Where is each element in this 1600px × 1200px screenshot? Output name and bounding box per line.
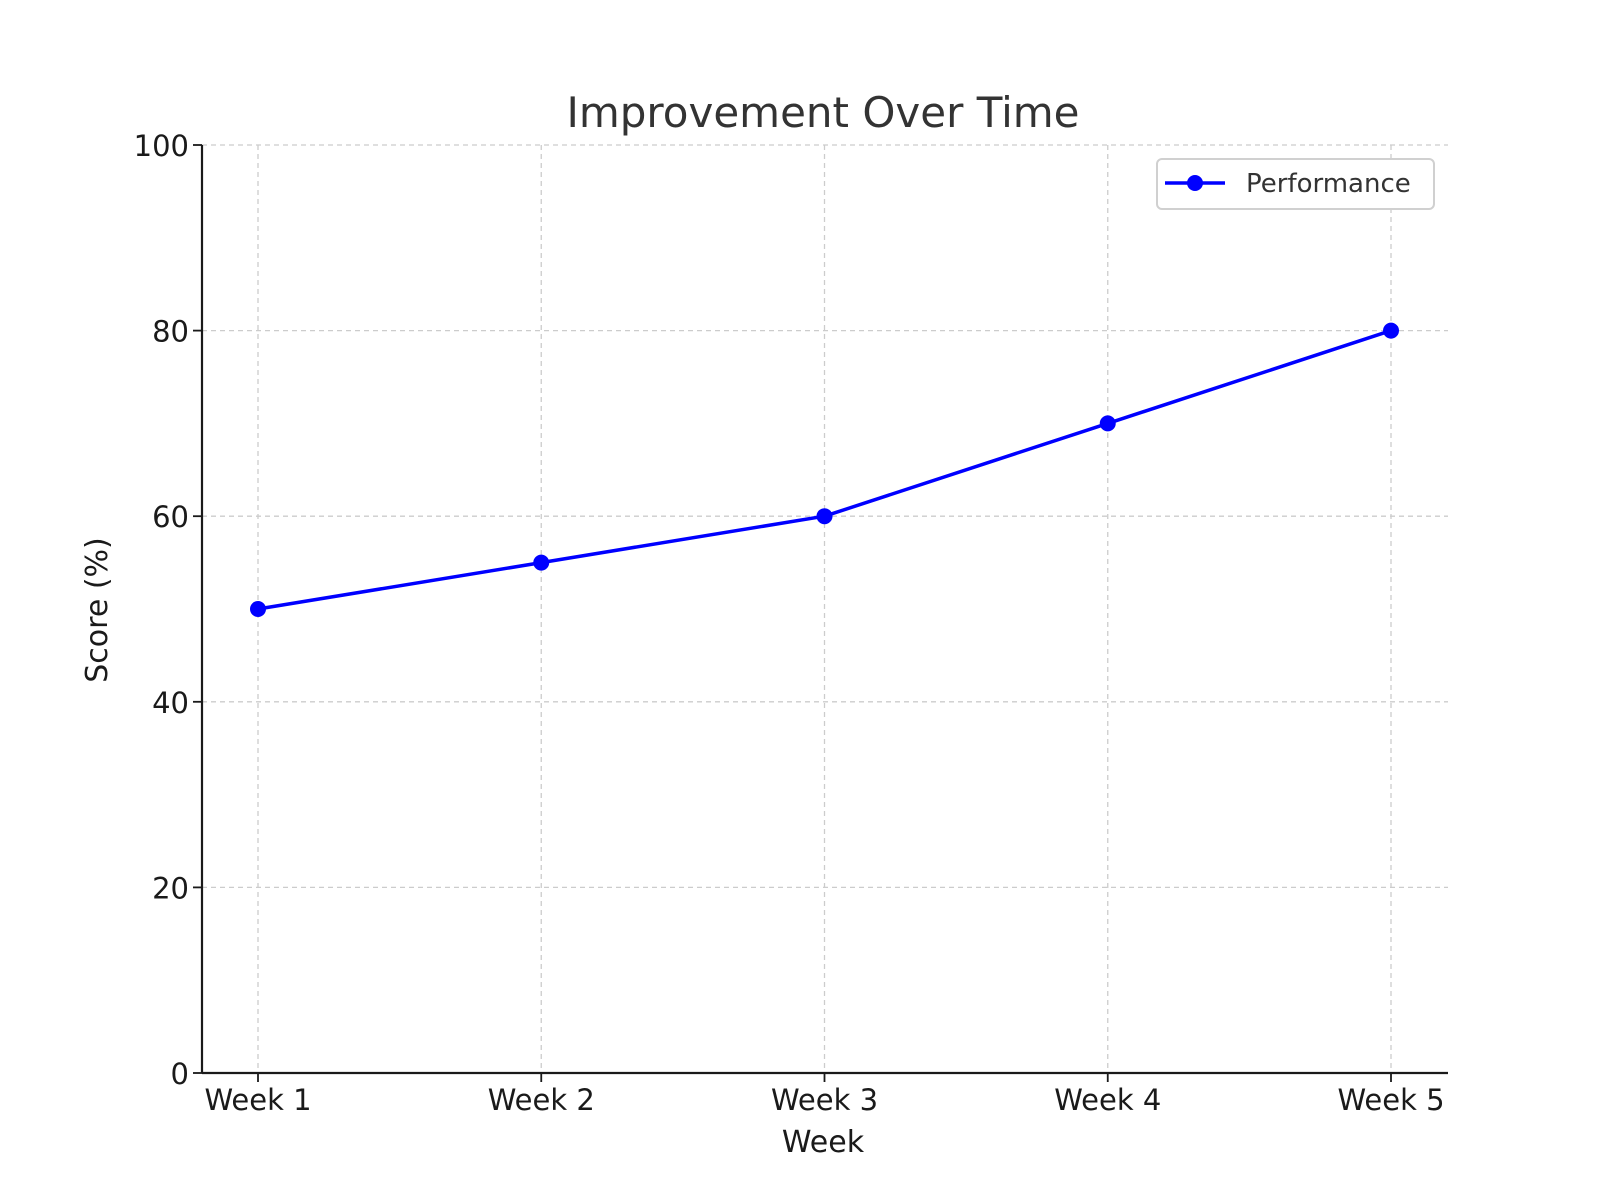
- data-point: [533, 554, 550, 571]
- y-axis-label: Score (%): [80, 537, 115, 682]
- x-tick-label: Week 3: [771, 1083, 878, 1117]
- data-point: [816, 508, 833, 525]
- data-point: [250, 601, 266, 617]
- axes: [193, 144, 1448, 1082]
- y-tick-label: 20: [152, 871, 189, 905]
- data-series: [250, 322, 1399, 617]
- legend: Performance: [1156, 158, 1435, 210]
- legend-label: Performance: [1246, 169, 1411, 199]
- y-tick-label: 80: [152, 315, 189, 349]
- y-tick-label: 100: [134, 129, 189, 163]
- x-tick-label: Week 5: [1337, 1083, 1444, 1117]
- data-point: [1099, 415, 1116, 432]
- x-tick-label: Week 2: [488, 1083, 595, 1117]
- y-tick-label: 40: [152, 686, 189, 720]
- x-axis-label: Week: [782, 1125, 865, 1160]
- legend-box: [1156, 158, 1435, 210]
- grid-lines: [202, 144, 1448, 1074]
- y-tick-label: 60: [152, 500, 189, 534]
- legend-marker-swatch: [1187, 175, 1203, 191]
- y-tick-label: 0: [171, 1057, 189, 1091]
- tick-labels: 0 20 40 60 80 100 Week 1 Week 2 Week 3 Week 4 Week…: [134, 129, 1445, 1117]
- data-point: [1383, 322, 1399, 339]
- x-tick-label: Week 4: [1054, 1083, 1161, 1117]
- x-tick-label: Week 1: [204, 1083, 311, 1117]
- chart-title: Improvement Over Time: [566, 88, 1079, 137]
